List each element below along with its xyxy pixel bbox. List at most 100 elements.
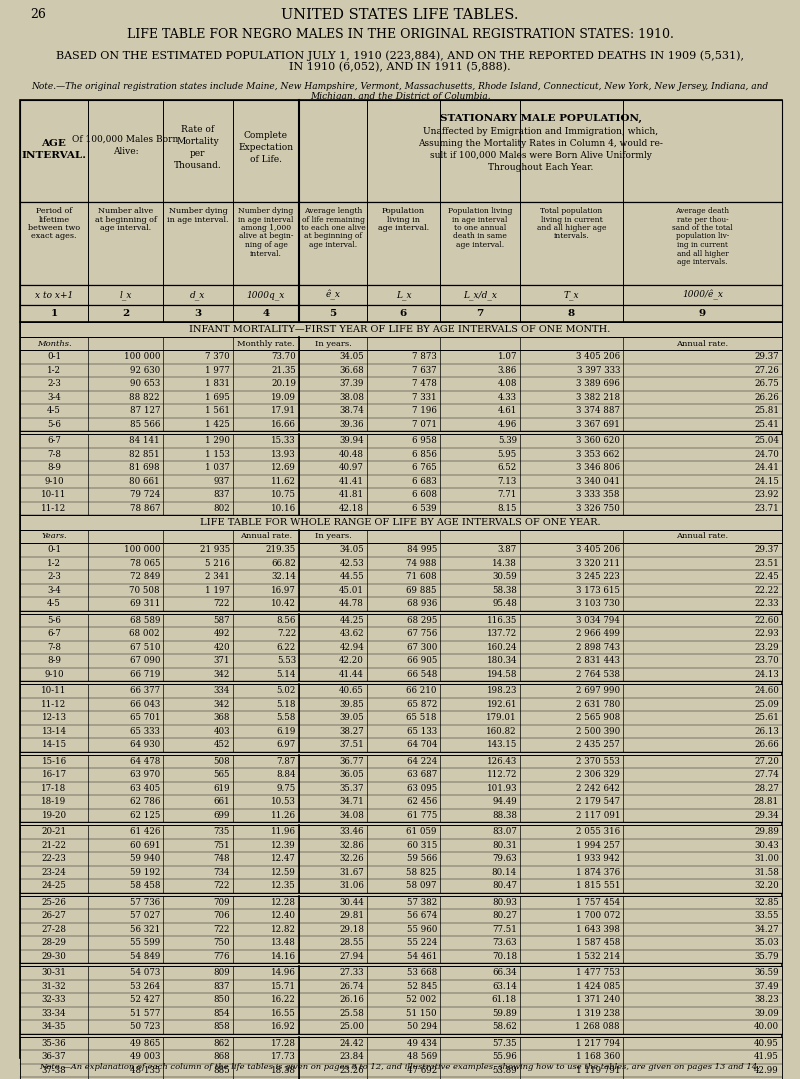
Text: 137.72: 137.72	[486, 629, 517, 639]
Text: 11.26: 11.26	[271, 810, 296, 820]
Text: 66.82: 66.82	[271, 559, 296, 568]
Text: 10.75: 10.75	[271, 490, 296, 500]
Text: 59.89: 59.89	[492, 1009, 517, 1017]
Text: LIFE TABLE FOR NEGRO MALES IN THE ORIGINAL REGISTRATION STATES: 1910.: LIFE TABLE FOR NEGRO MALES IN THE ORIGIN…	[126, 28, 674, 41]
Text: 7: 7	[476, 309, 484, 318]
Bar	[20, 202, 782, 285]
Text: 35.37: 35.37	[339, 783, 364, 793]
Text: 22.33: 22.33	[754, 599, 779, 609]
Text: 20-21: 20-21	[42, 828, 66, 836]
Text: 342: 342	[214, 700, 230, 709]
Text: 198.23: 198.23	[486, 686, 517, 695]
Text: 33-34: 33-34	[42, 1009, 66, 1017]
Text: 26.26: 26.26	[754, 393, 779, 401]
Text: 2-3: 2-3	[47, 379, 61, 388]
Text: 29.81: 29.81	[339, 912, 364, 920]
Text: In years.: In years.	[314, 533, 351, 541]
Text: 36.05: 36.05	[339, 770, 364, 779]
Text: sand of the total: sand of the total	[672, 224, 733, 232]
Bar	[20, 825, 782, 892]
Text: 52 427: 52 427	[130, 995, 160, 1005]
Text: 1 425: 1 425	[205, 420, 230, 428]
Text: Of 100,000 Males Born: Of 100,000 Males Born	[72, 135, 178, 144]
Text: age intervals.: age intervals.	[678, 258, 728, 267]
Text: 3-4: 3-4	[47, 393, 61, 401]
Text: intervals.: intervals.	[554, 232, 590, 241]
Text: 63 970: 63 970	[130, 770, 160, 779]
Text: 45.01: 45.01	[339, 586, 364, 595]
Text: 27.26: 27.26	[754, 366, 779, 374]
Text: 6 608: 6 608	[412, 490, 437, 500]
Text: 3 405 206: 3 405 206	[576, 352, 620, 361]
Text: 802: 802	[214, 504, 230, 513]
Text: STATIONARY MALE POPULATION,: STATIONARY MALE POPULATION,	[439, 114, 642, 123]
Text: 82 851: 82 851	[130, 450, 160, 459]
Text: 25.04: 25.04	[754, 436, 779, 446]
Text: 27.20: 27.20	[754, 756, 779, 766]
Text: 23-24: 23-24	[42, 868, 66, 877]
Text: 64 704: 64 704	[406, 740, 437, 749]
Text: 6 765: 6 765	[412, 463, 437, 473]
Text: 24.70: 24.70	[754, 450, 779, 459]
Text: 59 566: 59 566	[406, 855, 437, 863]
Text: and all higher age: and all higher age	[537, 224, 606, 232]
Text: of life remaining: of life remaining	[302, 216, 365, 223]
Text: Years.: Years.	[41, 533, 67, 541]
Text: 63.14: 63.14	[492, 982, 517, 991]
Text: 65 872: 65 872	[406, 700, 437, 709]
Text: 587: 587	[214, 616, 230, 625]
Text: 0-1: 0-1	[47, 352, 61, 361]
Text: 27.33: 27.33	[339, 968, 364, 978]
Text: 661: 661	[214, 797, 230, 806]
Text: 61 775: 61 775	[406, 810, 437, 820]
Text: INTERVAL.: INTERVAL.	[22, 150, 86, 160]
Text: 30.59: 30.59	[492, 572, 517, 582]
Text: 66.34: 66.34	[492, 968, 517, 978]
Text: 16.97: 16.97	[271, 586, 296, 595]
Text: 179.01: 179.01	[486, 713, 517, 722]
Text: 67 756: 67 756	[406, 629, 437, 639]
Text: 11.62: 11.62	[271, 477, 296, 486]
Text: 1 695: 1 695	[205, 393, 230, 401]
Text: 1 757 454: 1 757 454	[576, 898, 620, 906]
Text: 16.92: 16.92	[271, 1022, 296, 1032]
Text: 14.16: 14.16	[271, 952, 296, 960]
Text: 12.82: 12.82	[271, 925, 296, 933]
Text: 2 341: 2 341	[206, 572, 230, 582]
Text: 69 311: 69 311	[130, 599, 160, 609]
Text: 3.86: 3.86	[498, 366, 517, 374]
Text: 65 518: 65 518	[406, 713, 437, 722]
Text: 34.71: 34.71	[339, 797, 364, 806]
Text: 53 264: 53 264	[130, 982, 160, 991]
Text: 6: 6	[400, 309, 407, 318]
Text: 39.85: 39.85	[339, 700, 364, 709]
Text: 25.41: 25.41	[754, 420, 779, 428]
Text: 1 933 942: 1 933 942	[576, 855, 620, 863]
Text: 66 548: 66 548	[406, 670, 437, 679]
Text: Thousand.: Thousand.	[174, 161, 222, 169]
Text: 12.35: 12.35	[271, 882, 296, 890]
Text: 34.27: 34.27	[754, 925, 779, 933]
Text: 70.18: 70.18	[492, 952, 517, 960]
Text: Period of: Period of	[36, 207, 72, 215]
Text: 12.39: 12.39	[271, 841, 296, 850]
Text: 63 095: 63 095	[406, 783, 437, 793]
Text: 2 631 780: 2 631 780	[576, 700, 620, 709]
Text: 19-20: 19-20	[42, 810, 66, 820]
Text: 1 037: 1 037	[205, 463, 230, 473]
Text: 6 539: 6 539	[412, 504, 437, 513]
Text: 100 000: 100 000	[123, 352, 160, 361]
Text: 854: 854	[214, 1009, 230, 1017]
Text: 26: 26	[30, 8, 46, 21]
Text: 24.42: 24.42	[339, 1039, 364, 1048]
Text: 11.96: 11.96	[271, 828, 296, 836]
Text: ê_x: ê_x	[326, 290, 341, 300]
Text: 74 988: 74 988	[406, 559, 437, 568]
Text: L_x/d_x: L_x/d_x	[463, 290, 497, 300]
Text: 4: 4	[262, 309, 270, 318]
Text: 87 127: 87 127	[130, 407, 160, 415]
Text: 7-8: 7-8	[47, 450, 61, 459]
Text: 5.18: 5.18	[277, 700, 296, 709]
Text: 73.70: 73.70	[271, 352, 296, 361]
Text: 368: 368	[214, 713, 230, 722]
